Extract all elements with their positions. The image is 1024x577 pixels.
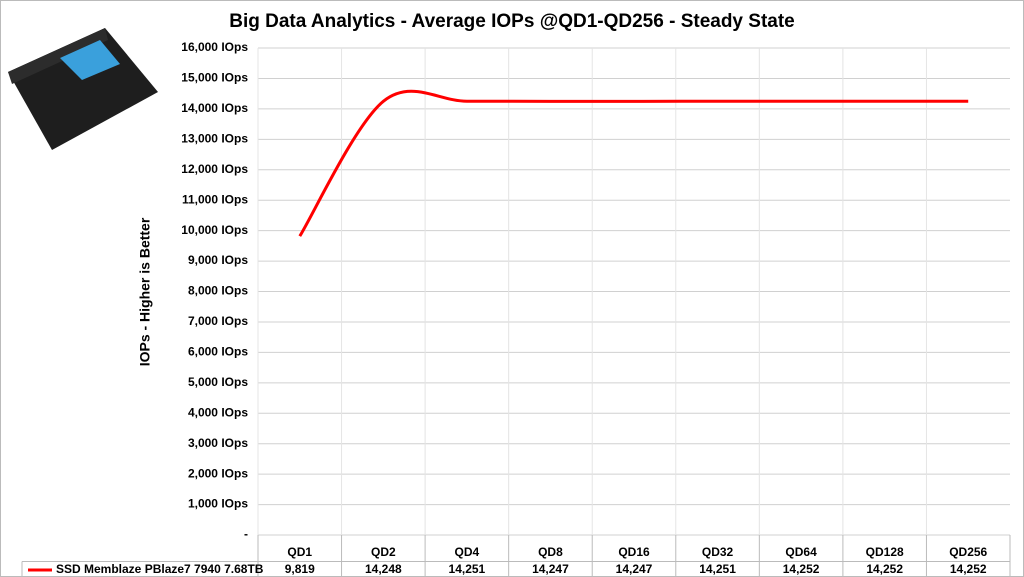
x-tick-label: QD8	[538, 545, 563, 559]
data-table-value: 14,248	[365, 562, 402, 576]
data-table-value: 14,252	[783, 562, 820, 576]
y-tick-label: 7,000 IOps	[188, 314, 248, 328]
y-tick-label: 3,000 IOps	[188, 436, 248, 450]
data-table-value: 14,252	[950, 562, 987, 576]
chart-title: Big Data Analytics - Average IOPs @QD1-Q…	[229, 11, 795, 32]
y-tick-label: 14,000 IOps	[181, 101, 248, 115]
ssd-label	[60, 40, 120, 80]
y-tick-label: 11,000 IOps	[182, 192, 248, 206]
data-table-value: 14,251	[449, 562, 486, 576]
y-tick-label: 9,000 IOps	[188, 253, 248, 267]
y-tick-label: 13,000 IOps	[181, 131, 248, 145]
y-tick-label: 12,000 IOps	[181, 162, 248, 176]
x-tick-label: QD64	[785, 545, 817, 559]
x-tick-label: QD256	[949, 545, 987, 559]
x-tick-label: QD128	[866, 545, 904, 559]
y-axis-label: IOPs - Higher is Better	[137, 217, 153, 366]
y-tick-label: -	[244, 527, 248, 541]
data-table-value: 14,247	[616, 562, 653, 576]
data-table-value: 14,251	[699, 562, 736, 576]
product-image	[8, 28, 158, 150]
x-tick-label: QD32	[702, 545, 734, 559]
y-tick-label: 4,000 IOps	[188, 405, 248, 419]
data-table-value: 14,247	[532, 562, 569, 576]
y-tick-label: 5,000 IOps	[188, 375, 248, 389]
y-tick-label: 8,000 IOps	[188, 284, 248, 298]
y-tick-label: 10,000 IOps	[181, 223, 248, 237]
legend-label: SSD Memblaze PBlaze7 7940 7.68TB	[56, 562, 264, 576]
x-tick-label: QD1	[287, 545, 312, 559]
y-tick-label: 1,000 IOps	[188, 497, 248, 511]
y-tick-label: 15,000 IOps	[181, 71, 248, 85]
x-tick-label: QD4	[455, 545, 480, 559]
series-line	[298, 89, 969, 237]
ssd-edge	[8, 28, 108, 84]
y-tick-label: 2,000 IOps	[188, 466, 248, 480]
data-table-value: 14,252	[866, 562, 903, 576]
x-tick-label: QD2	[371, 545, 396, 559]
data-table-value: 9,819	[285, 562, 315, 576]
x-tick-label: QD16	[618, 545, 650, 559]
y-tick-label: 16,000 IOps	[181, 40, 248, 54]
y-tick-label: 6,000 IOps	[188, 345, 248, 359]
